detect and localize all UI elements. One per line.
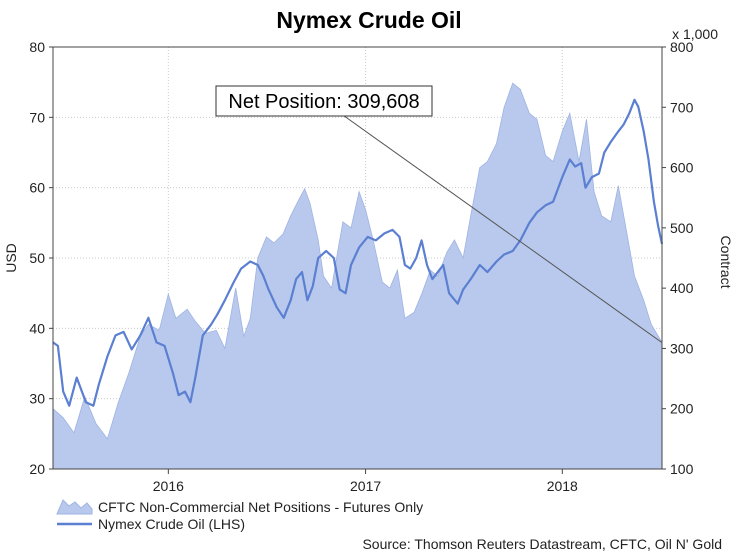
right-axis-multiplier: x 1,000 <box>672 26 718 42</box>
legend-label-net-positions: CFTC Non-Commercial Net Positions - Futu… <box>98 499 423 515</box>
right-tick-label: 600 <box>670 160 694 176</box>
source-note: Source: Thomson Reuters Datastream, CFTC… <box>362 536 722 552</box>
legend-area-swatch <box>56 499 93 515</box>
line-series-layer <box>52 98 664 407</box>
right-tick-label: 400 <box>670 280 694 296</box>
right-axis-ticks: 100 200 300 400 500 600 700 800 <box>662 39 694 477</box>
right-axis-title: Contract <box>718 236 734 289</box>
x-tick-label: 2017 <box>350 478 381 494</box>
crude-oil-line <box>52 98 664 407</box>
left-tick-label: 80 <box>29 39 45 55</box>
left-tick-label: 30 <box>29 391 45 407</box>
x-tick-label: 2016 <box>153 478 184 494</box>
left-tick-label: 50 <box>29 250 45 266</box>
net-positions-area <box>52 82 663 470</box>
left-tick-label: 70 <box>29 109 45 125</box>
chart-title: Nymex Crude Oil <box>276 7 461 33</box>
left-axis-title: USD <box>3 243 19 273</box>
right-tick-label: 100 <box>670 461 694 477</box>
right-tick-label: 500 <box>670 220 694 236</box>
legend-label-crude-oil: Nymex Crude Oil (LHS) <box>98 516 245 532</box>
left-tick-label: 20 <box>29 461 45 477</box>
right-tick-label: 800 <box>670 39 694 55</box>
right-tick-label: 200 <box>670 401 694 417</box>
annotation-box <box>215 85 433 117</box>
right-tick-label: 300 <box>670 340 694 356</box>
left-tick-label: 60 <box>29 180 45 196</box>
left-axis-ticks: 20 30 40 50 60 70 80 <box>29 39 53 477</box>
annotation-label: Net Position: 309,608 <box>228 91 419 113</box>
right-tick-label: 700 <box>670 99 694 115</box>
legend: CFTC Non-Commercial Net Positions - Futu… <box>56 499 423 532</box>
annotation-pointer-line <box>339 112 663 344</box>
x-axis-ticks: 2016 2017 2018 <box>153 469 578 494</box>
x-tick-label: 2018 <box>547 478 578 494</box>
area-series-layer <box>52 82 663 470</box>
left-tick-label: 40 <box>29 320 45 336</box>
